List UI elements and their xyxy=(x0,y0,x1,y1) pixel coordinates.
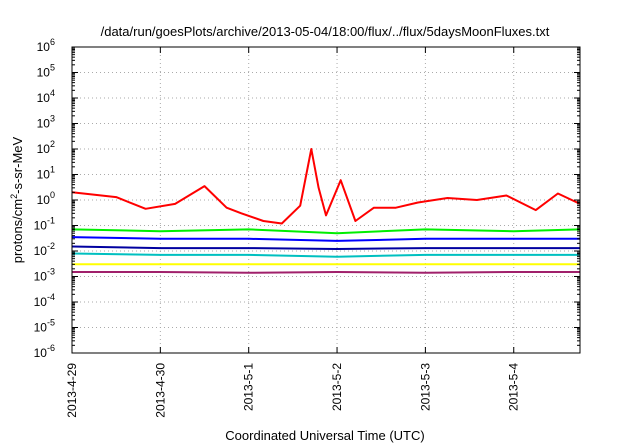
y-tick-label: 10-3 xyxy=(34,267,55,284)
y-tick-exponent: -5 xyxy=(47,318,55,328)
y-tick-base: 10 xyxy=(37,91,51,105)
series-line-red xyxy=(71,148,581,225)
x-tick-label: 2013-4-29 xyxy=(65,363,79,418)
series-line-blue xyxy=(71,236,580,242)
y-tick-base: 10 xyxy=(34,346,48,360)
series-line-cyan xyxy=(71,252,580,258)
x-tick-label: 2013-5-3 xyxy=(418,363,432,411)
series-line-purple xyxy=(72,271,580,274)
y-tick-exponent: -2 xyxy=(47,241,55,251)
y-tick-exponent: 5 xyxy=(50,63,55,73)
y-tick-base: 10 xyxy=(37,168,51,182)
y-tick-label: 10-5 xyxy=(34,318,55,335)
y-tick-exponent: 2 xyxy=(50,139,55,149)
y-tick-label: 10-2 xyxy=(34,241,55,258)
y-tick-label: 106 xyxy=(37,37,55,54)
y-tick-exponent: 4 xyxy=(50,88,55,98)
y-tick-exponent: -6 xyxy=(47,343,55,353)
y-tick-base: 10 xyxy=(37,40,51,54)
y-tick-label: 105 xyxy=(37,63,55,80)
y-tick-label: 10-1 xyxy=(34,216,55,233)
y-tick-base: 10 xyxy=(37,66,51,80)
y-tick-exponent: -4 xyxy=(47,292,55,302)
y-tick-exponent: -3 xyxy=(47,267,55,277)
x-axis-label: Coordinated Universal Time (UTC) xyxy=(225,428,424,443)
y-tick-base: 10 xyxy=(37,142,51,156)
y-tick-label: 100 xyxy=(37,190,55,207)
y-tick-base: 10 xyxy=(37,193,51,207)
y-tick-label: 104 xyxy=(37,88,55,105)
y-tick-base: 10 xyxy=(34,219,48,233)
chart-title: /data/run/goesPlots/archive/2013-05-04/1… xyxy=(101,24,550,39)
y-tick-base: 10 xyxy=(34,270,48,284)
y-tick-exponent: -1 xyxy=(47,216,55,226)
y-tick-exponent: 0 xyxy=(50,190,55,200)
y-tick-label: 101 xyxy=(37,165,55,182)
y-tick-label: 10-6 xyxy=(34,343,55,360)
x-tick-label: 2013-5-2 xyxy=(330,363,344,411)
y-axis-label-sup: 2 xyxy=(9,194,19,199)
x-tick-label: 2013-5-1 xyxy=(242,363,256,411)
x-tick-label: 2013-5-4 xyxy=(507,363,521,411)
y-axis-ticks: 10-610-510-410-310-210-11001011021031041… xyxy=(34,37,580,360)
y-tick-label: 10-4 xyxy=(34,292,55,309)
y-tick-base: 10 xyxy=(34,321,48,335)
y-axis-label-post: -s-sr-MeV xyxy=(10,136,25,193)
series-layer xyxy=(71,148,581,274)
y-tick-label: 102 xyxy=(37,139,55,156)
series-line-navy xyxy=(71,245,580,250)
x-axis-ticks: 2013-4-29 2013-4-30 2013-5-1 2013-5-2 2013-5… xyxy=(65,47,521,418)
y-tick-exponent: 3 xyxy=(50,114,55,124)
y-axis-label: protons/cm2-s-sr-MeV xyxy=(9,136,25,263)
series-line-green xyxy=(71,228,581,235)
y-axis-label-pre: protons/cm xyxy=(10,199,25,263)
x-tick-label: 2013-4-30 xyxy=(153,363,167,418)
y-tick-exponent: 6 xyxy=(50,37,55,47)
y-tick-base: 10 xyxy=(34,295,48,309)
y-tick-label: 103 xyxy=(37,114,55,131)
y-tick-exponent: 1 xyxy=(50,165,55,175)
y-tick-base: 10 xyxy=(34,244,48,258)
grid xyxy=(71,47,580,353)
y-tick-base: 10 xyxy=(37,117,51,131)
